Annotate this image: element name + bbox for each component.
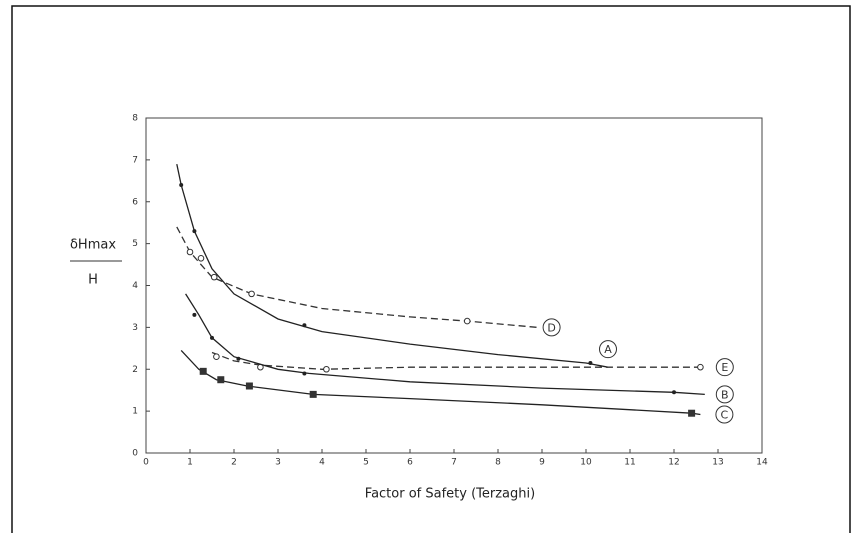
- x-tick-label: 5: [363, 458, 369, 468]
- x-tick-label: 11: [624, 458, 635, 468]
- y-tick-label: 8: [132, 114, 138, 124]
- marker: [688, 410, 695, 417]
- curve: [181, 350, 700, 414]
- marker: [214, 354, 220, 360]
- marker: [464, 318, 470, 324]
- series-label: C: [721, 408, 729, 421]
- marker: [192, 313, 196, 317]
- x-tick-label: 14: [756, 458, 768, 468]
- y-tick-label: 2: [132, 365, 138, 375]
- x-tick-label: 7: [451, 458, 457, 468]
- marker: [217, 376, 224, 383]
- series-label: B: [721, 388, 729, 401]
- plot-frame: [146, 118, 762, 453]
- page: {"chart_data": {"type": "line", "x_label…: [0, 0, 863, 533]
- curve: [177, 164, 608, 367]
- marker: [236, 357, 240, 361]
- marker: [302, 323, 306, 327]
- y-tick-label: 1: [132, 407, 138, 417]
- series-label: E: [721, 361, 728, 374]
- chart: Factor of Safety (Terzaghi) δHmax H 0123…: [0, 0, 863, 533]
- curve: [186, 294, 705, 395]
- x-tick-label: 2: [231, 458, 237, 468]
- marker: [179, 183, 183, 187]
- marker: [211, 274, 217, 280]
- y-tick-label: 6: [132, 197, 138, 207]
- x-tick-label: 0: [143, 458, 149, 468]
- curve: [177, 227, 538, 328]
- marker: [246, 383, 253, 390]
- marker: [249, 291, 255, 297]
- x-tick-label: 10: [580, 458, 592, 468]
- y-tick-label: 4: [132, 281, 138, 291]
- series-label: D: [547, 321, 555, 334]
- y-label-numerator: δHmax: [70, 238, 116, 253]
- x-tick-label: 9: [539, 458, 545, 468]
- y-tick-label: 0: [132, 449, 138, 459]
- x-tick-label: 8: [495, 458, 501, 468]
- x-tick-label: 4: [319, 458, 325, 468]
- x-tick-label: 13: [712, 458, 723, 468]
- marker: [302, 371, 306, 375]
- curve: [212, 353, 705, 370]
- y-tick-label: 3: [132, 323, 138, 333]
- marker: [698, 364, 704, 370]
- x-axis-label: Factor of Safety (Terzaghi): [365, 487, 535, 502]
- marker: [324, 366, 330, 372]
- series-label: A: [604, 343, 612, 356]
- x-tick-label: 3: [275, 458, 281, 468]
- marker: [200, 368, 207, 375]
- marker: [588, 361, 592, 365]
- x-tick-label: 12: [668, 458, 679, 468]
- marker: [192, 229, 196, 233]
- marker: [672, 390, 676, 394]
- marker: [310, 391, 317, 398]
- x-tick-label: 6: [407, 458, 413, 468]
- marker: [187, 249, 193, 255]
- marker: [198, 255, 204, 261]
- y-tick-label: 7: [132, 155, 138, 165]
- x-tick-label: 1: [187, 458, 193, 468]
- y-tick-label: 5: [132, 239, 138, 249]
- marker: [210, 336, 214, 340]
- y-label-denominator: H: [88, 273, 98, 288]
